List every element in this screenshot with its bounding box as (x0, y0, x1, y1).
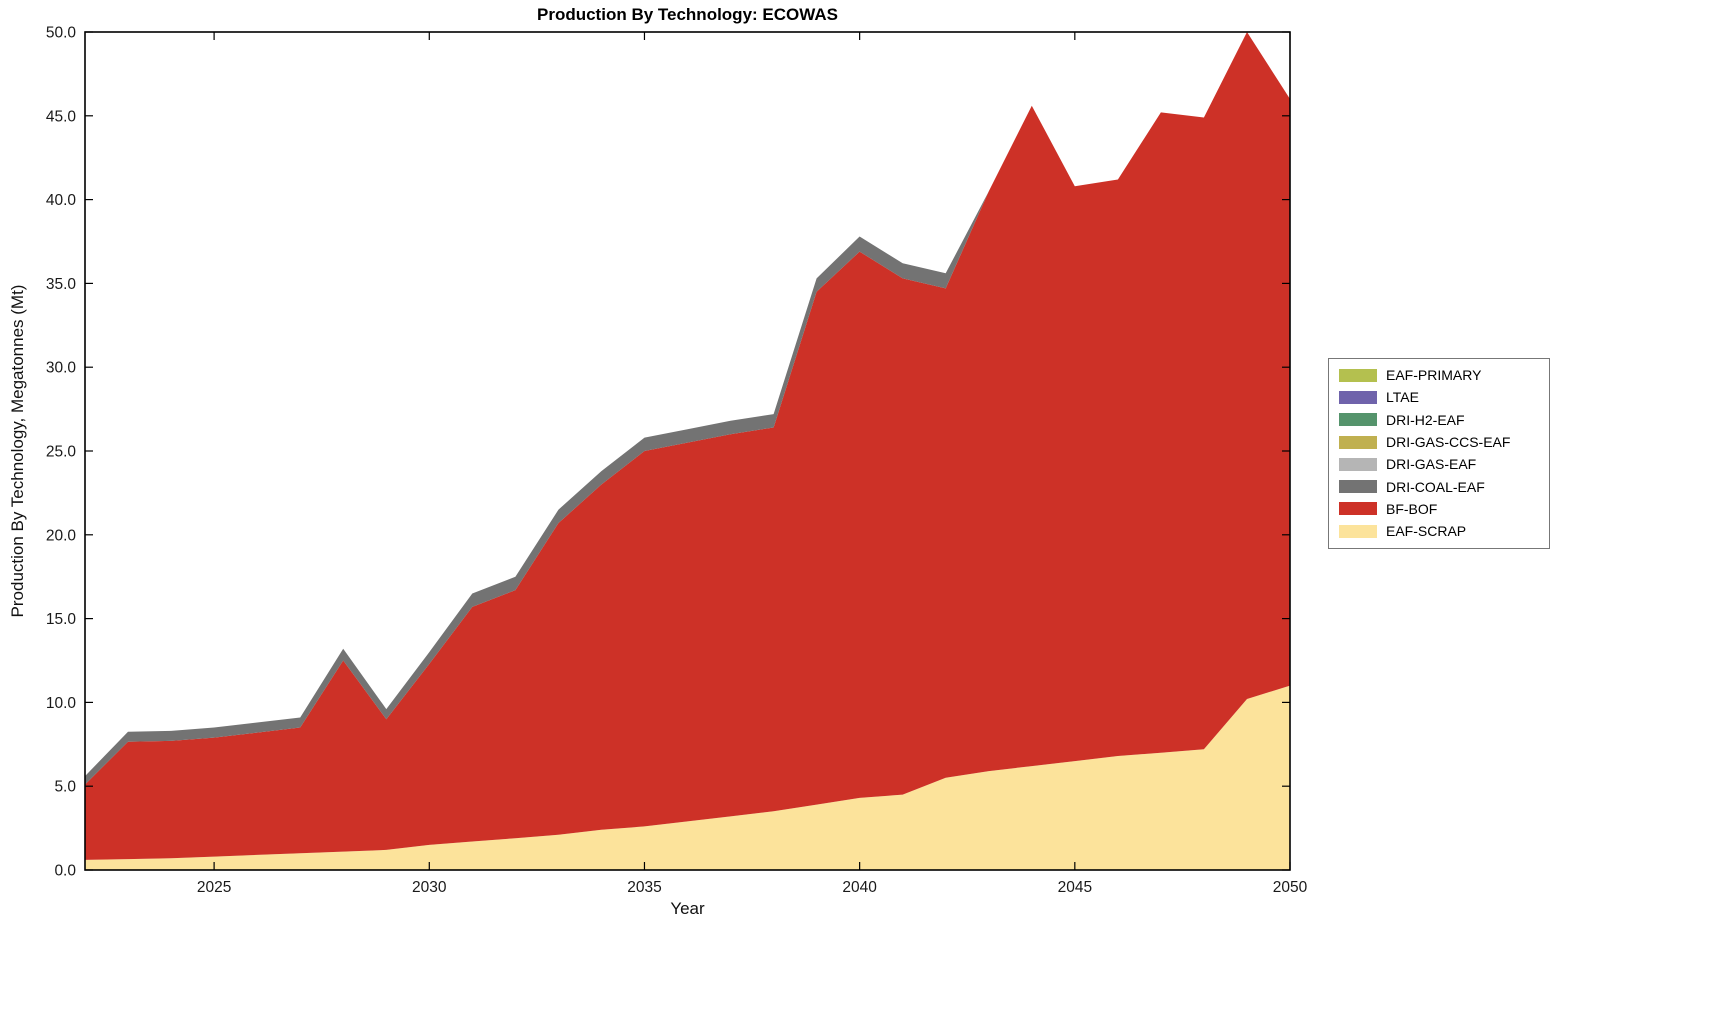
y-tick-label: 25.0 (46, 444, 77, 461)
y-tick-label: 10.0 (46, 695, 77, 712)
y-tick-label: 20.0 (46, 527, 77, 544)
y-tick-label: 0.0 (54, 863, 76, 880)
legend-swatch (1339, 368, 1377, 382)
chart-title: Production By Technology: ECOWAS (537, 5, 838, 24)
x-axis-label: Year (670, 899, 705, 918)
stacked-areas (85, 32, 1290, 870)
legend-item-eaf-scrap: EAF-SCRAP (1329, 520, 1549, 542)
area-bf-bof (85, 32, 1290, 860)
legend-item-dri-gas-eaf: DRI-GAS-EAF (1329, 453, 1549, 475)
y-tick-label: 50.0 (46, 25, 77, 42)
y-tick-label: 5.0 (54, 779, 76, 796)
y-tick-label: 35.0 (46, 276, 77, 293)
legend-label: DRI-COAL-EAF (1386, 478, 1485, 495)
y-tick-label: 40.0 (46, 192, 77, 209)
legend-label: LTAE (1386, 389, 1419, 406)
y-tick-label: 15.0 (46, 611, 77, 628)
y-tick-label: 45.0 (46, 108, 77, 125)
legend-swatch (1339, 413, 1377, 427)
x-tick-label: 2045 (1058, 879, 1092, 896)
legend-item-bf-bof: BF-BOF (1329, 498, 1549, 520)
legend-label: DRI-H2-EAF (1386, 411, 1465, 428)
legend-swatch (1339, 480, 1377, 494)
x-tick-label: 2025 (197, 879, 231, 896)
y-axis-label: Production By Technology, Megatonnes (Mt… (8, 284, 27, 618)
x-tick-label: 2050 (1273, 879, 1308, 896)
x-tick-label: 2030 (412, 879, 447, 896)
legend-label: BF-BOF (1386, 500, 1438, 517)
legend-item-dri-coal-eaf: DRI-COAL-EAF (1329, 475, 1549, 497)
legend-item-dri-h2-eaf: DRI-H2-EAF (1329, 409, 1549, 431)
y-tick-label: 30.0 (46, 360, 77, 377)
legend-swatch (1339, 390, 1377, 404)
legend-swatch (1339, 457, 1377, 471)
legend-swatch (1339, 435, 1377, 449)
legend-item-eaf-primary: EAF-PRIMARY (1329, 364, 1549, 386)
area-eaf-scrap (85, 685, 1290, 870)
legend-label: DRI-GAS-EAF (1386, 456, 1477, 473)
x-tick-label: 2035 (627, 879, 661, 896)
legend-item-ltae: LTAE (1329, 386, 1549, 408)
chart-legend: EAF-PRIMARY LTAE DRI-H2-EAF DRI-GAS-CCS-EAF… (1328, 358, 1550, 550)
legend-item-dri-gas-ccs-eaf: DRI-GAS-CCS-EAF (1329, 431, 1549, 453)
legend-swatch (1339, 502, 1377, 516)
legend-label: EAF-PRIMARY (1386, 367, 1482, 384)
legend-label: EAF-SCRAP (1386, 523, 1467, 540)
x-tick-label: 2040 (842, 879, 877, 896)
legend-swatch (1339, 524, 1377, 538)
legend-label: DRI-GAS-CCS-EAF (1386, 434, 1511, 451)
